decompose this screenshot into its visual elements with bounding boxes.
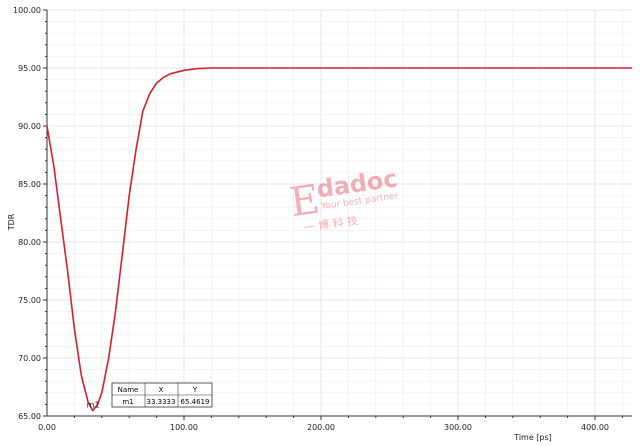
- x-tick-label: 0.00: [38, 423, 56, 432]
- y-axis-label: TDR: [7, 213, 16, 231]
- svg-text:一 博 科 技: 一 博 科 技: [303, 213, 359, 234]
- grid: [47, 9, 632, 416]
- marker-table: Name X Y m1 33.3333 65.4619: [111, 382, 213, 408]
- y-tick-label: 85.00: [18, 180, 41, 189]
- marker-table-y: 65.4619: [181, 398, 210, 406]
- y-tick-label: 100.00: [13, 6, 41, 15]
- series-line: [46, 67, 632, 412]
- marker-label: m1: [87, 401, 100, 410]
- x-tick-label: 400.00: [581, 423, 609, 432]
- y-tick-label: 70.00: [18, 354, 41, 363]
- marker-table-name: m1: [122, 398, 133, 406]
- x-tick-label: 200.00: [307, 423, 335, 432]
- marker-table-header-y: Y: [192, 386, 198, 394]
- x-tick-label: 300.00: [444, 423, 472, 432]
- marker-table-header-name: Name: [118, 386, 139, 394]
- svg-text:Your best partner: Your best partner: [320, 191, 400, 212]
- y-tick-label: 95.00: [18, 64, 41, 73]
- marker-table-header-x: X: [159, 386, 164, 394]
- watermark-logo: E dadoc Your best partner 一 博 科 技: [287, 164, 399, 234]
- y-tick-label: 65.00: [18, 412, 41, 421]
- y-tick-label: 90.00: [18, 122, 41, 131]
- y-tick-label: 80.00: [18, 238, 41, 247]
- y-tick-label: 75.00: [18, 296, 41, 305]
- axes: 0.00 100.00 200.00 300.00 400.00 65.00 70.00 75…: [13, 6, 632, 432]
- x-axis-label: Time [ps]: [513, 433, 552, 442]
- marker-table-x: 33.3333: [147, 398, 176, 406]
- x-tick-label: 100.00: [170, 423, 198, 432]
